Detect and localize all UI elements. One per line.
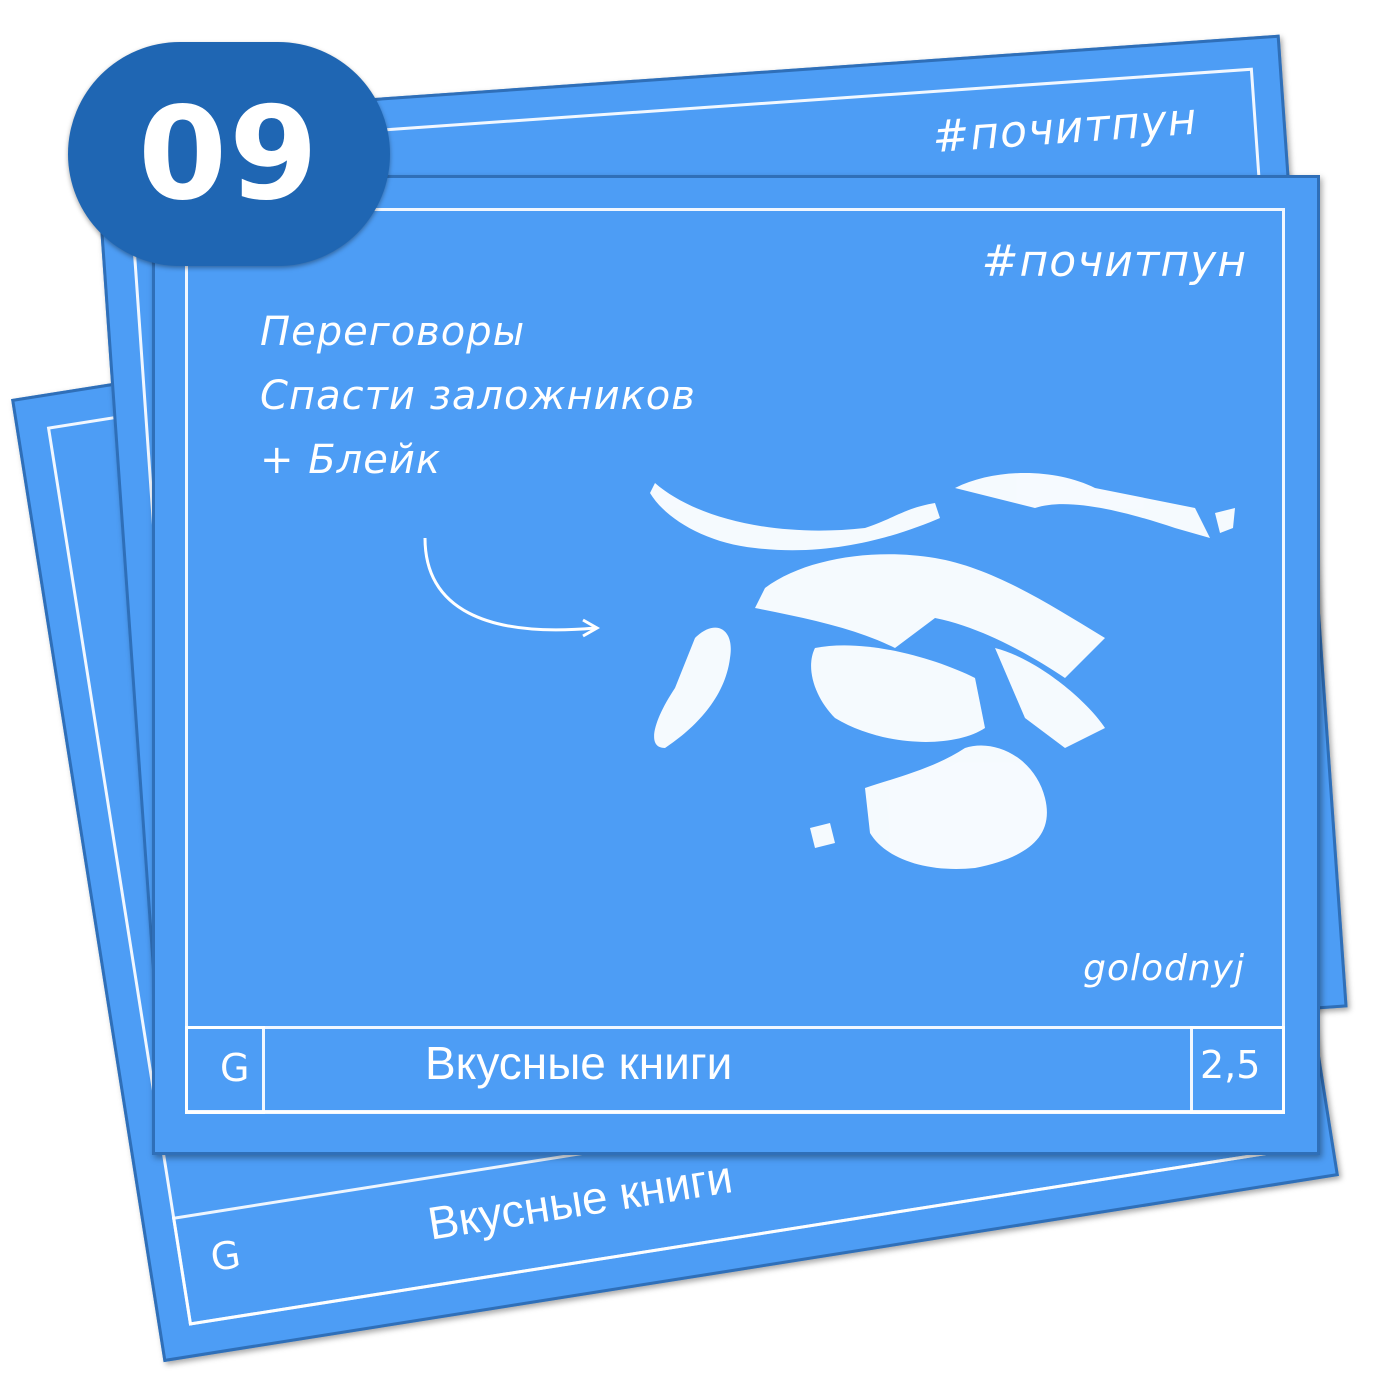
note-line: + Блейк	[260, 437, 442, 483]
footer-strip	[185, 1026, 1285, 1114]
sketched-figures-illustration	[650, 473, 1235, 869]
card-notes: Переговоры Спасти заложников + Блейк	[260, 300, 696, 492]
note-line: Спасти заложников	[260, 373, 696, 419]
curved-arrow-icon	[423, 537, 601, 638]
hashtag: #почитпун	[981, 236, 1247, 287]
footer-letter-box	[185, 1026, 265, 1114]
badge-number: 09	[137, 79, 321, 229]
front-card: #почитпун Переговоры Спасти заложников +…	[152, 175, 1320, 1155]
note-line: Переговоры	[260, 309, 526, 355]
footer-title: Вкусные книги	[425, 1037, 733, 1089]
footer-letter: G	[220, 1046, 250, 1090]
footer-number-box	[1190, 1026, 1285, 1114]
footer-number: 2,5	[1200, 1043, 1261, 1087]
signature: golodnyj	[1083, 948, 1245, 989]
number-badge: 09	[68, 42, 390, 266]
